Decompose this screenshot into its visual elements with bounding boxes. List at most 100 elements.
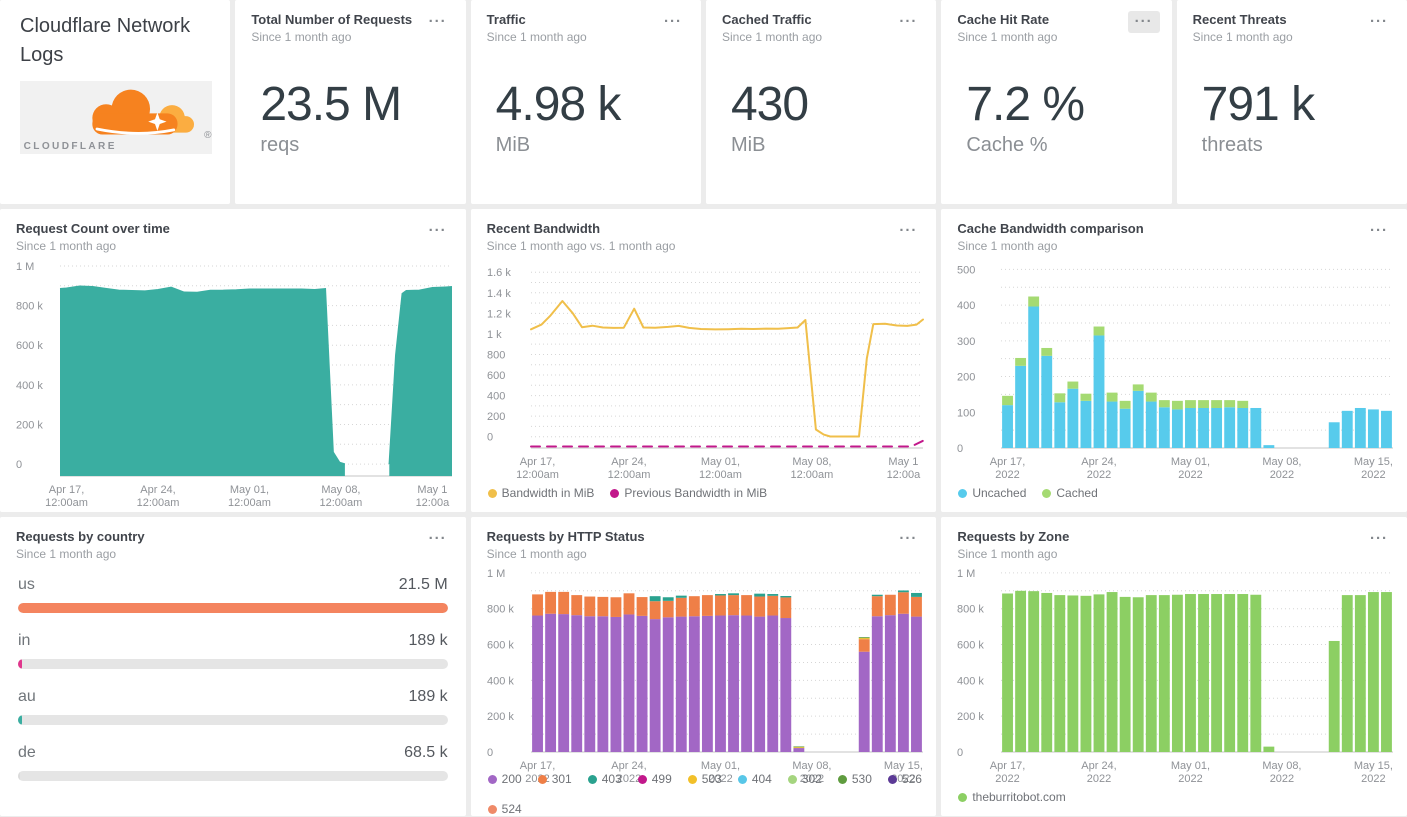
legend-label: 403 <box>601 772 622 786</box>
legend-label: Previous Bandwidth in MiB <box>624 486 768 500</box>
svg-text:Apr 24,: Apr 24, <box>1082 760 1117 772</box>
legend-item-524[interactable]: 524 <box>487 802 522 816</box>
svg-text:2022: 2022 <box>1270 469 1294 481</box>
svg-text:400 k: 400 k <box>487 675 514 687</box>
panel-title[interactable]: Recent Bandwidth <box>486 221 601 236</box>
panel-menu-icon[interactable]: ··· <box>899 222 918 239</box>
panel-total-requests: Total Number of Requests Since 1 month a… <box>235 0 466 204</box>
svg-text:0: 0 <box>957 443 963 455</box>
legend-item-Cached[interactable]: Cached <box>1042 486 1098 500</box>
panel-menu-icon[interactable]: ··· <box>899 530 918 547</box>
svg-text:May 08,: May 08, <box>792 456 831 468</box>
panel-subtitle: Since 1 month ago <box>1192 30 1293 44</box>
svg-text:May 01,: May 01, <box>1171 760 1210 772</box>
svg-text:Apr 17,: Apr 17, <box>519 760 554 772</box>
legend-dot <box>958 792 968 802</box>
panel-title[interactable]: Cache Bandwidth comparison <box>957 221 1144 236</box>
stat-unit: reqs <box>260 133 300 156</box>
panel-cache-hit-rate: Cache Hit Rate Since 1 month ago ··· 7.2… <box>941 0 1172 204</box>
legend-label: Bandwidth in MiB <box>501 486 595 500</box>
panel-menu-icon[interactable]: ··· <box>1127 11 1160 33</box>
svg-text:Apr 17,: Apr 17, <box>990 760 1025 772</box>
panel-menu-icon[interactable]: ··· <box>899 13 918 30</box>
svg-text:2022: 2022 <box>1361 773 1385 785</box>
panel-title[interactable]: Recent Threats <box>1192 12 1287 27</box>
panel-title[interactable]: Request Count over time <box>16 221 170 236</box>
legend-item-Bandwidth in MiB[interactable]: Bandwidth in MiB <box>487 486 595 500</box>
svg-text:2022: 2022 <box>1361 469 1385 481</box>
panel-menu-icon[interactable]: ··· <box>428 530 447 547</box>
legend-dot <box>610 488 620 498</box>
requests-by-country-gauge[interactable]: us 21.5 M in 189 k au 189 k de 68.5 k <box>0 562 466 816</box>
gauge-track <box>18 603 448 613</box>
panel-cached-traffic: Cached Traffic Since 1 month ago ··· 430… <box>705 0 937 204</box>
cloudflare-wordmark: CLOUDFLARE <box>24 141 117 152</box>
stat-value: 7.2 % <box>966 77 1085 131</box>
legend-item-theburritobot.com[interactable]: theburritobot.com <box>958 790 1066 804</box>
gauge-track <box>18 715 448 725</box>
panel-title[interactable]: Requests by Zone <box>957 529 1070 544</box>
panel-title[interactable]: Total Number of Requests <box>251 12 413 27</box>
legend-item-Uncached[interactable]: Uncached <box>958 486 1026 500</box>
svg-text:Apr 17,: Apr 17, <box>49 484 84 496</box>
svg-text:May 08,: May 08, <box>321 484 360 496</box>
svg-text:12:00am: 12:00am <box>607 469 650 481</box>
legend-item-403[interactable]: 403 <box>587 772 622 786</box>
panel-http-status: Requests by HTTP Status Since 1 month ag… <box>470 517 937 816</box>
svg-text:May 1: May 1 <box>417 484 447 496</box>
svg-text:600: 600 <box>487 370 505 382</box>
legend-item-302[interactable]: 302 <box>787 772 822 786</box>
gauge-row-de: de 68.5 k <box>18 744 448 781</box>
legend-item-Previous Bandwidth in MiB[interactable]: Previous Bandwidth in MiB <box>610 486 767 500</box>
legend-item-499[interactable]: 499 <box>637 772 672 786</box>
panel-title[interactable]: Cache Hit Rate <box>957 12 1050 27</box>
legend-label: 503 <box>701 772 722 786</box>
svg-text:0: 0 <box>957 747 963 759</box>
legend-label: 524 <box>501 802 522 816</box>
svg-text:Apr 17,: Apr 17, <box>990 456 1025 468</box>
cache-bandwidth-chart[interactable]: 0 100 200 300 400 500 Apr 17, 2022 Apr 24, 2022 Ma… <box>941 254 1407 484</box>
gauge-value: 189 k <box>408 632 448 649</box>
svg-text:May 15,: May 15, <box>1354 456 1393 468</box>
panel-menu-icon[interactable]: ··· <box>663 13 682 30</box>
legend-dot <box>1042 488 1052 498</box>
panel-requests-by-zone: Requests by Zone Since 1 month ago ··· 0… <box>941 517 1407 816</box>
legend-label: 301 <box>551 772 572 786</box>
chart-legend: Bandwidth in MiB Previous Bandwidth in Mi… <box>471 484 937 512</box>
gauge-label: au <box>18 688 36 705</box>
legend-item-301[interactable]: 301 <box>537 772 572 786</box>
panel-title[interactable]: Requests by HTTP Status <box>486 529 645 544</box>
svg-text:1 M: 1 M <box>957 568 975 580</box>
legend-label: Cached <box>1056 486 1098 500</box>
legend-item-526[interactable]: 526 <box>887 772 922 786</box>
panel-menu-icon[interactable]: ··· <box>1369 530 1388 547</box>
legend-item-530[interactable]: 530 <box>837 772 872 786</box>
panel-title[interactable]: Cached Traffic <box>721 12 812 27</box>
legend-item-503[interactable]: 503 <box>687 772 722 786</box>
svg-text:Apr 24,: Apr 24, <box>611 456 646 468</box>
panel-menu-icon[interactable]: ··· <box>1369 222 1388 239</box>
svg-text:May 08,: May 08, <box>1263 456 1302 468</box>
svg-text:200 k: 200 k <box>957 711 984 723</box>
panel-menu-icon[interactable]: ··· <box>428 222 447 239</box>
svg-text:200 k: 200 k <box>487 711 514 723</box>
gauge-label: us <box>18 576 35 593</box>
cloudflare-logo: CLOUDFLARE ® <box>20 81 213 154</box>
panel-title[interactable]: Requests by country <box>16 529 145 544</box>
recent-bandwidth-chart[interactable]: 0 200 400 600 800 1 k 1.2 k 1.4 k 1.6 k Apr 17, 12… <box>471 254 937 484</box>
legend-dot <box>787 774 797 784</box>
legend-item-200[interactable]: 200 <box>487 772 522 786</box>
gauge-label: in <box>18 632 31 649</box>
panel-title[interactable]: Traffic <box>486 12 526 27</box>
panel-menu-icon[interactable]: ··· <box>428 13 447 30</box>
svg-text:12:00a: 12:00a <box>416 497 451 509</box>
legend-item-404[interactable]: 404 <box>737 772 772 786</box>
svg-text:1.6 k: 1.6 k <box>487 267 511 279</box>
panel-menu-icon[interactable]: ··· <box>1369 13 1388 30</box>
legend-dot <box>958 488 968 498</box>
svg-text:2022: 2022 <box>996 469 1020 481</box>
stat-unit: threats <box>1201 133 1263 156</box>
